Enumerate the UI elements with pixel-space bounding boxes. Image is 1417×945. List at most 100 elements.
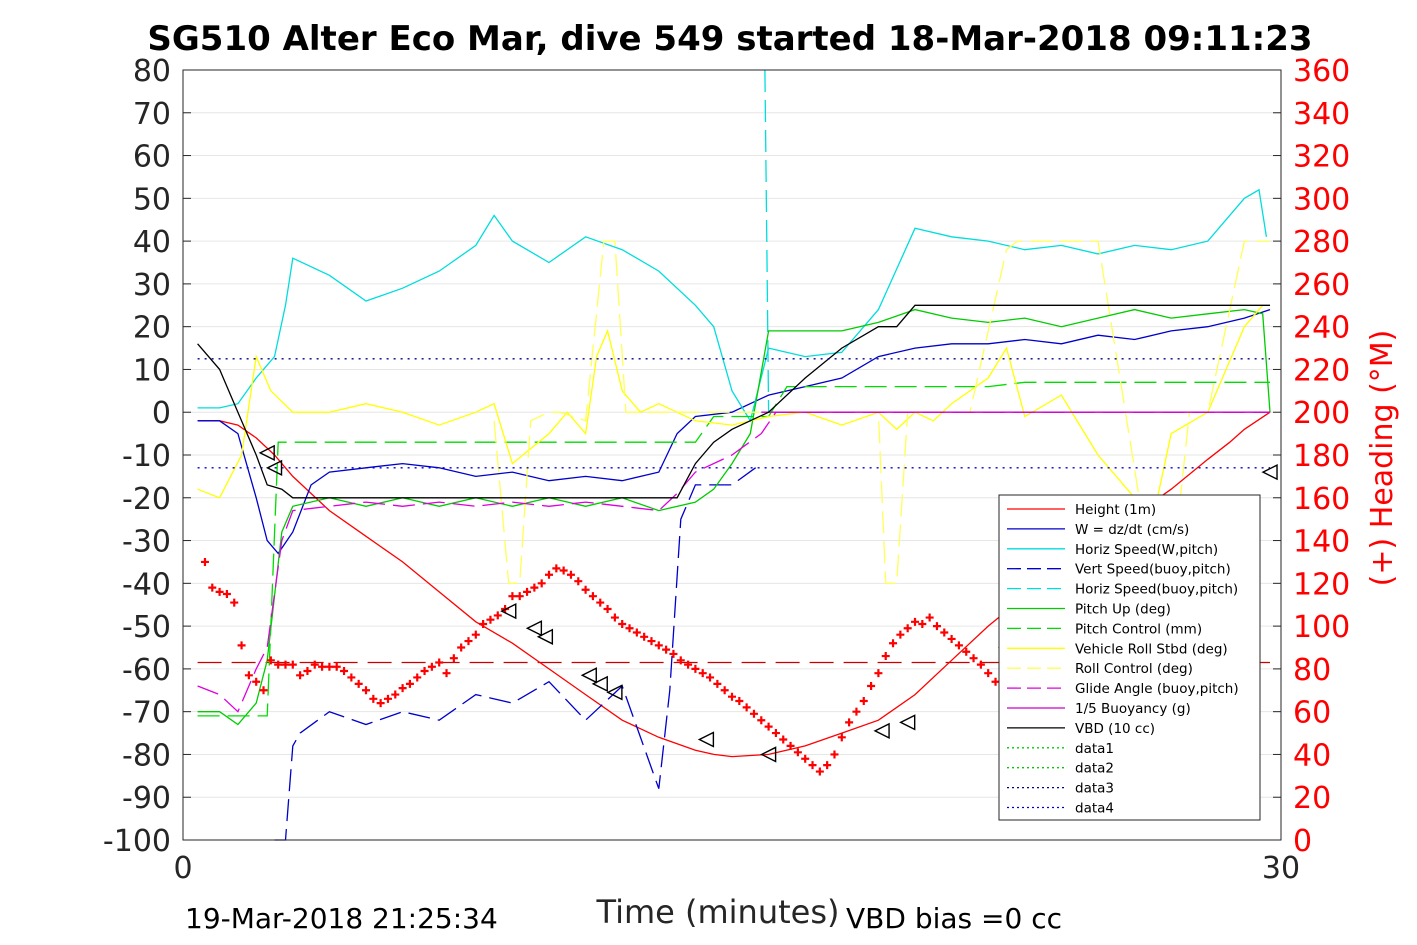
heading-marker	[749, 709, 758, 718]
series-line-3	[274, 463, 762, 841]
heading-marker	[823, 761, 832, 770]
y-tick-label-left: 50	[133, 182, 171, 217]
triangle-marker	[606, 684, 623, 701]
heading-marker	[735, 696, 744, 705]
y-tick-label-left: -90	[122, 781, 171, 816]
triangle-marker	[265, 459, 283, 476]
heading-marker	[896, 630, 905, 639]
heading-marker	[230, 598, 239, 607]
heading-marker	[903, 624, 912, 633]
heading-marker	[632, 628, 641, 637]
y-axis-right-label: (+) Heading (°M)	[1365, 330, 1400, 587]
heading-marker	[479, 619, 488, 628]
heading-marker	[640, 632, 649, 641]
heading-marker	[369, 694, 378, 703]
y-tick-label-right: 300	[1293, 182, 1350, 217]
legend-label: VBD (10 cc)	[1075, 721, 1155, 737]
series-line-6	[197, 381, 1270, 717]
triangle-marker	[899, 714, 916, 731]
y-tick-label-right: 320	[1293, 140, 1350, 175]
heading-marker	[508, 592, 517, 601]
heading-marker	[200, 557, 209, 566]
heading-marker	[259, 686, 268, 695]
heading-marker	[435, 658, 444, 667]
legend: Height (1m) W = dz/dt (cm/s) Horiz Speed(W…	[998, 494, 1261, 821]
y-tick-label-right: 20	[1293, 781, 1331, 816]
heading-marker	[808, 761, 817, 770]
legend-label: data2	[1075, 761, 1114, 777]
triangle-marker	[580, 667, 597, 684]
heading-marker	[764, 722, 773, 731]
heading-marker	[801, 754, 810, 763]
heading-marker	[728, 692, 736, 701]
y-tick-label-left: 80	[133, 54, 171, 89]
heading-marker	[757, 716, 766, 725]
series-line-7	[197, 304, 1264, 521]
y-tick-label-right: 180	[1293, 439, 1350, 474]
y-tick-label-left: 10	[133, 353, 171, 388]
legend-label: Pitch Up (deg)	[1075, 602, 1171, 618]
heading-marker	[969, 654, 978, 663]
heading-marker	[266, 656, 275, 665]
heading-marker	[786, 741, 795, 750]
y-tick-label-right: 240	[1293, 311, 1350, 346]
heading-marker	[610, 613, 619, 622]
heading-marker	[603, 605, 612, 613]
heading-marker	[310, 660, 319, 669]
heading-marker	[362, 686, 370, 695]
y-tick-label-right: 200	[1293, 396, 1350, 431]
heading-marker	[523, 587, 532, 596]
y-tick-label-right: 360	[1293, 54, 1350, 89]
legend-label: Glide Angle (buoy,pitch)	[1075, 681, 1239, 697]
y-tick-label-right: 140	[1293, 525, 1350, 560]
legend-label: data1	[1075, 741, 1114, 757]
y-tick-label-left: 70	[133, 97, 171, 132]
heading-marker	[296, 671, 305, 680]
series-line-9	[197, 411, 1270, 713]
triangle-marker	[591, 675, 608, 692]
heading-marker	[845, 718, 854, 727]
y-tick-label-left: -100	[103, 824, 171, 859]
heading-marker	[332, 662, 341, 671]
heading-marker	[779, 735, 788, 744]
heading-marker	[559, 566, 568, 575]
heading-marker	[383, 694, 392, 703]
heading-marker	[208, 583, 217, 592]
x-axis-label: Time (minutes)	[596, 893, 840, 931]
triangle-marker	[873, 722, 890, 740]
legend-label: W = dz/dt (cm/s)	[1075, 522, 1189, 538]
y-tick-label-right: 60	[1293, 696, 1331, 731]
y-tick-label-right: 260	[1293, 268, 1350, 303]
heading-marker	[581, 585, 590, 594]
y-tick-label-left: -60	[122, 653, 171, 688]
heading-marker	[215, 587, 224, 596]
legend-label: data3	[1075, 781, 1114, 797]
legend-label: Horiz Speed(W,pitch)	[1075, 542, 1218, 558]
heading-marker	[354, 679, 363, 688]
heading-marker	[545, 570, 553, 579]
footer-timestamp: 19-Mar-2018 21:25:34	[185, 902, 498, 935]
heading-marker	[669, 649, 678, 658]
triangle-marker	[500, 603, 517, 620]
heading-marker	[647, 637, 656, 646]
y-tick-label-left: 60	[133, 140, 171, 175]
heading-marker	[398, 684, 407, 693]
heading-marker	[925, 613, 934, 622]
heading-marker	[793, 748, 802, 757]
series-line-11	[197, 304, 1270, 499]
heading-marker	[684, 660, 693, 669]
heading-marker	[471, 630, 480, 639]
heading-marker	[991, 677, 1000, 686]
y-tick-label-right: 40	[1293, 738, 1331, 773]
heading-marker	[566, 570, 575, 579]
y-tick-label-left: 20	[133, 311, 171, 346]
heading-marker	[493, 611, 502, 620]
heading-marker	[706, 673, 715, 682]
triangle-marker	[525, 620, 543, 637]
heading-marker	[625, 624, 634, 633]
heading-marker	[815, 767, 824, 776]
heading-marker	[318, 662, 327, 671]
triangle-marker	[258, 444, 275, 461]
triangle-marker	[697, 731, 715, 748]
heading-marker	[859, 696, 868, 705]
